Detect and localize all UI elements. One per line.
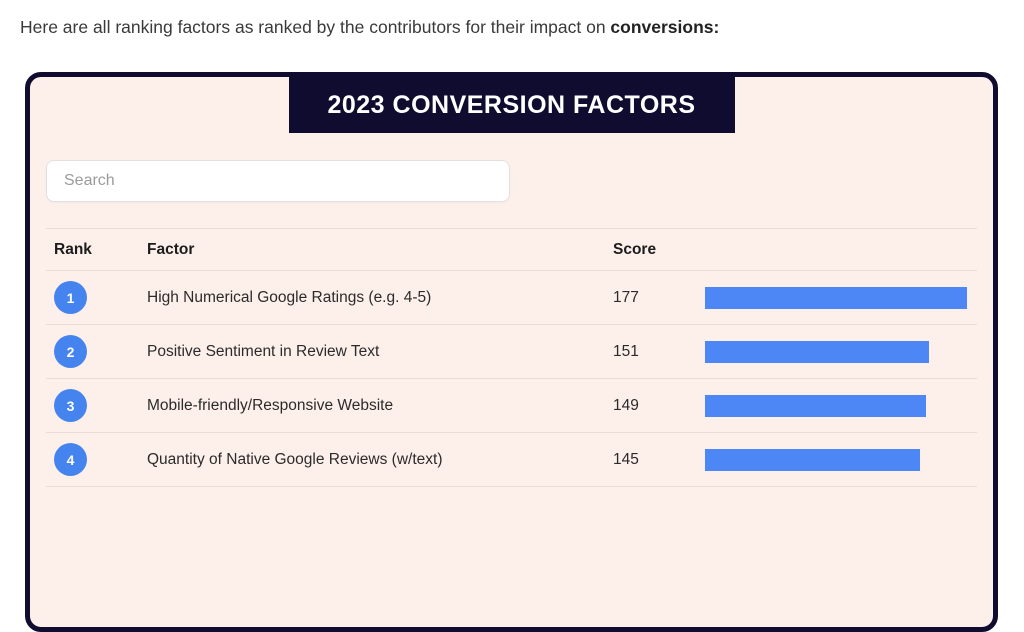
table-row: 4 Quantity of Native Google Reviews (w/t… — [46, 433, 977, 487]
intro-text-regular: Here are all ranking factors as ranked b… — [20, 17, 611, 37]
rank-cell: 1 — [54, 281, 147, 314]
conversion-factors-card: 2023 CONVERSION FACTORS Rank Factor Scor… — [25, 72, 998, 632]
card-title-banner: 2023 CONVERSION FACTORS — [288, 77, 735, 133]
rank-cell: 3 — [54, 389, 147, 422]
score-value: 177 — [613, 288, 639, 306]
score-value: 149 — [613, 396, 639, 414]
rank-cell: 2 — [54, 335, 147, 368]
score-bar — [705, 394, 926, 417]
ranking-table: Rank Factor Score 1 High Numerical Googl… — [46, 228, 977, 487]
score-value: 151 — [613, 342, 639, 360]
bar-cell — [705, 394, 977, 417]
card-title: 2023 CONVERSION FACTORS — [327, 90, 696, 119]
table-row: 1 High Numerical Google Ratings (e.g. 4-… — [46, 271, 977, 325]
factor-label: Quantity of Native Google Reviews (w/tex… — [147, 450, 443, 468]
rank-badge: 2 — [54, 335, 87, 368]
bar-cell — [705, 286, 977, 309]
rank-cell: 4 — [54, 443, 147, 476]
table-body: 1 High Numerical Google Ratings (e.g. 4-… — [46, 271, 977, 487]
search-container — [30, 133, 993, 202]
score-bar — [705, 286, 967, 309]
column-header-rank: Rank — [54, 240, 92, 258]
score-value: 145 — [613, 450, 639, 468]
column-header-factor: Factor — [147, 240, 195, 258]
factor-label: Mobile-friendly/Responsive Website — [147, 396, 394, 414]
table-header-row: Rank Factor Score — [46, 228, 977, 271]
rank-badge: 1 — [54, 281, 87, 314]
bar-cell — [705, 340, 977, 363]
rank-badge: 4 — [54, 443, 87, 476]
intro-text: Here are all ranking factors as ranked b… — [0, 0, 1024, 40]
score-bar — [705, 448, 920, 471]
factor-label: Positive Sentiment in Review Text — [147, 342, 380, 360]
bar-cell — [705, 448, 977, 471]
intro-bold-text: conversions: — [610, 17, 720, 37]
factor-label: High Numerical Google Ratings (e.g. 4-5) — [147, 288, 432, 306]
search-input[interactable] — [46, 160, 510, 202]
table-row: 3 Mobile-friendly/Responsive Website 149 — [46, 379, 977, 433]
score-bar — [705, 340, 929, 363]
rank-badge: 3 — [54, 389, 87, 422]
table-row: 2 Positive Sentiment in Review Text 151 — [46, 325, 977, 379]
column-header-score: Score — [613, 240, 657, 258]
